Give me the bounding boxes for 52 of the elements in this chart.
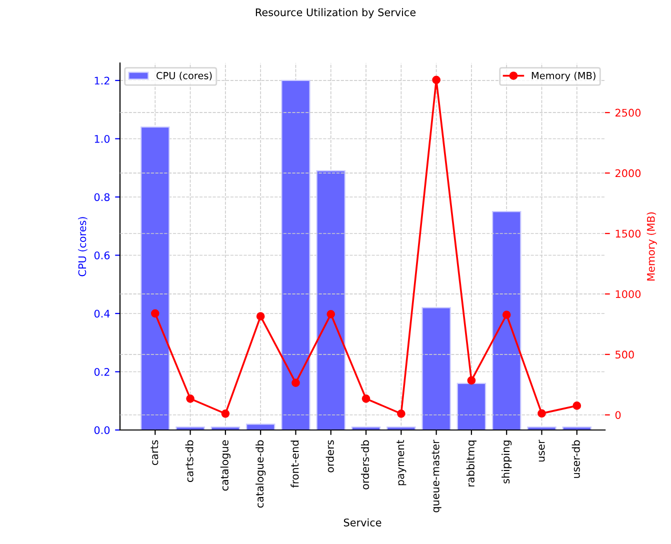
legend-label: Memory (MB) [532,72,596,82]
x-tick-label: rabbitmq [466,440,476,486]
bar [140,126,170,430]
x-tick-label: catalogue [220,440,230,491]
x-tick-label: front-end [290,440,299,488]
y-tick-label: 0.0 [94,426,110,434]
y-tick-label: 0.8 [94,193,110,202]
x-tick-label: user [538,440,545,462]
chart-title: Resource Utilization by Service [256,8,416,18]
y2-tick-label: 1000 [616,290,641,298]
point [186,394,194,403]
point [150,309,160,318]
y-tick-label: 1.2 [94,76,110,84]
x-tick-label: catalogue-db [256,440,266,508]
bar [316,170,346,430]
y-tick-label: 0.6 [94,251,110,260]
point [362,394,370,403]
x-tick-label: shipping [502,440,512,484]
y-tick-label: 0.2 [94,368,110,376]
legend-label: CPU (cores) [156,72,212,80]
point [256,312,265,320]
bar [492,210,522,430]
point [572,402,582,410]
x-tick-label: payment [396,440,406,486]
bar [456,382,486,430]
x-tick-label: carts-db [185,440,194,482]
bar [281,80,310,430]
point [467,376,476,385]
y2-tick-label: 2000 [615,169,641,178]
y2-tick-label: 1500 [616,230,641,238]
point [538,409,546,418]
point [221,410,230,418]
bar [246,424,276,430]
bar [422,307,451,430]
y2-tick-label: 0 [615,411,621,419]
x-tick-label: carts [150,440,158,466]
y-tick-label: 0.4 [94,310,110,318]
x-tick-label: orders-db [360,440,370,490]
x-tick-label: user-db [572,440,580,478]
y-axis-title: CPU (cores) [78,217,88,276]
x-tick-label: queue-master [432,440,442,512]
point [292,378,300,388]
point [432,76,440,84]
point [502,310,511,319]
point [396,410,406,418]
y2-tick-label: 500 [616,350,634,359]
x-tick-label: orders [326,440,334,472]
y-tick-label: 1.0 [94,134,110,143]
x-axis-title: Service [344,518,382,526]
y2-tick-label: 2500 [615,108,641,117]
point [326,310,336,318]
y2-axis-title: Memory (MB) [646,212,657,280]
